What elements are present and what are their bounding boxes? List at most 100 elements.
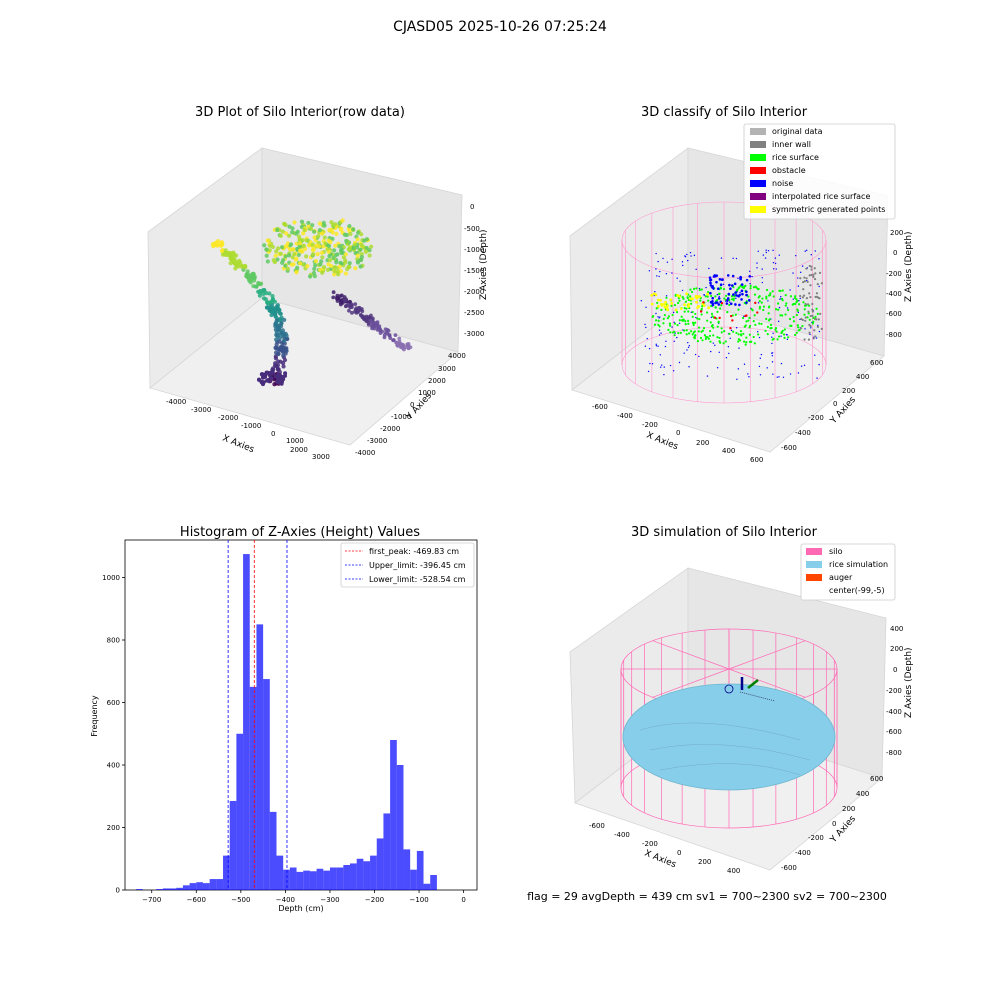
classify-point: [772, 268, 775, 270]
hist-bar: [216, 879, 224, 890]
hist-xticks: −700 −600 −500 −400 −300 −200 −100 0: [142, 890, 466, 904]
raw-point: [344, 238, 349, 244]
hist-bar: [350, 863, 357, 890]
classify-point: [677, 301, 680, 305]
classify-point: [684, 322, 687, 326]
classify-point: [640, 299, 643, 302]
classify-point: [749, 270, 751, 273]
raw-point: [353, 302, 358, 307]
raw-point: [363, 249, 368, 254]
raw-point: [375, 324, 380, 328]
classify-point: [758, 322, 761, 325]
classify-point: [658, 334, 661, 336]
classify-point: [658, 275, 660, 278]
classify-point: [758, 365, 761, 368]
raw-point: [277, 336, 282, 341]
raw-point: [283, 263, 288, 268]
sim-zlabel: Z Axies (Depth): [904, 647, 914, 718]
classify-point: [728, 352, 730, 355]
classify-point: [684, 255, 686, 257]
classify-point: [808, 274, 811, 277]
hist-bar: [323, 870, 330, 890]
classify-point: [799, 297, 801, 300]
raw-point: [308, 226, 314, 231]
classify-point: [789, 295, 793, 298]
raw-point: [263, 372, 268, 377]
classify-point: [657, 345, 659, 347]
classify-point: [799, 294, 802, 298]
classify-point: [814, 354, 816, 356]
raw-point: [275, 306, 280, 311]
hist-legend: first_peak: -469.83 cm Upper_limit: -396…: [340, 542, 475, 588]
raw-point: [374, 321, 378, 325]
classify-point: [818, 271, 822, 274]
classify-point: [781, 314, 784, 317]
classify-point: [756, 330, 759, 333]
classify-point: [683, 303, 687, 307]
classify-point: [778, 376, 780, 378]
silo-roof-line: [728, 668, 806, 698]
raw-ytick: 4000: [448, 352, 466, 360]
classify-point: [659, 298, 662, 302]
sim-xtick: -200: [642, 840, 658, 848]
classify-point: [752, 286, 756, 289]
classify-point: [753, 314, 756, 317]
classify-point: [757, 302, 760, 304]
raw-point: [286, 233, 292, 238]
legend-label: auger: [829, 573, 853, 582]
classify-point: [803, 276, 806, 279]
classify-point: [766, 333, 769, 336]
hist-bar: [390, 740, 397, 890]
hist-bar: [296, 871, 304, 890]
raw-ytick: 0: [410, 401, 414, 409]
classify-point: [801, 296, 804, 299]
classify-point: [711, 285, 714, 288]
classify-point: [775, 268, 777, 270]
classify-point: [777, 335, 781, 338]
auger: [724, 677, 776, 702]
classify-point: [774, 327, 778, 330]
classify-point: [804, 250, 806, 252]
classify-point: [655, 312, 657, 315]
raw-point: [325, 267, 331, 272]
classify-point: [771, 355, 774, 357]
rice-surface-texture: [639, 722, 811, 776]
hist-title: Histogram of Z-Axies (Height) Values: [180, 525, 420, 540]
hist-bar: [396, 765, 404, 890]
classify-point: [655, 252, 657, 255]
classify-point: [811, 308, 814, 311]
classify-ytick: -600: [781, 444, 797, 452]
raw-point: [278, 251, 283, 256]
raw-point: [366, 315, 371, 320]
classify-point: [814, 272, 817, 275]
classify-point: [695, 316, 697, 319]
classify-point: [693, 254, 696, 257]
classify-point: [676, 293, 680, 297]
raw-ytick: -4000: [355, 449, 375, 457]
classify-point: [783, 328, 786, 331]
classify-point: [717, 297, 721, 300]
raw-point: [287, 224, 292, 229]
classify-point: [701, 339, 704, 342]
classify-point: [747, 295, 750, 298]
classify-point: [710, 350, 712, 353]
classify-point: [648, 270, 651, 272]
raw-point: [399, 342, 403, 347]
raw-yticks: 4000 3000 2000 1000 0 -1000 -2000 -3000 …: [355, 352, 466, 457]
raw-point: [258, 288, 263, 294]
classify-point: [657, 323, 660, 327]
classify-point: [644, 345, 647, 347]
classify-point: [779, 298, 781, 300]
classify-point: [656, 275, 658, 277]
classify-point: [714, 301, 717, 305]
classify-point: [811, 322, 814, 325]
raw-zticks: 0 -500 -1000 -1500 -2000 -2500 -3000: [464, 203, 484, 338]
classify-point: [806, 316, 809, 319]
classify-ztick: -200: [886, 270, 902, 278]
classify-point: [669, 298, 673, 302]
raw-point: [356, 259, 361, 264]
raw-point: [326, 243, 332, 249]
classify-point: [669, 364, 672, 367]
classify-point: [728, 303, 731, 307]
classify-ztick: 200: [890, 229, 903, 237]
